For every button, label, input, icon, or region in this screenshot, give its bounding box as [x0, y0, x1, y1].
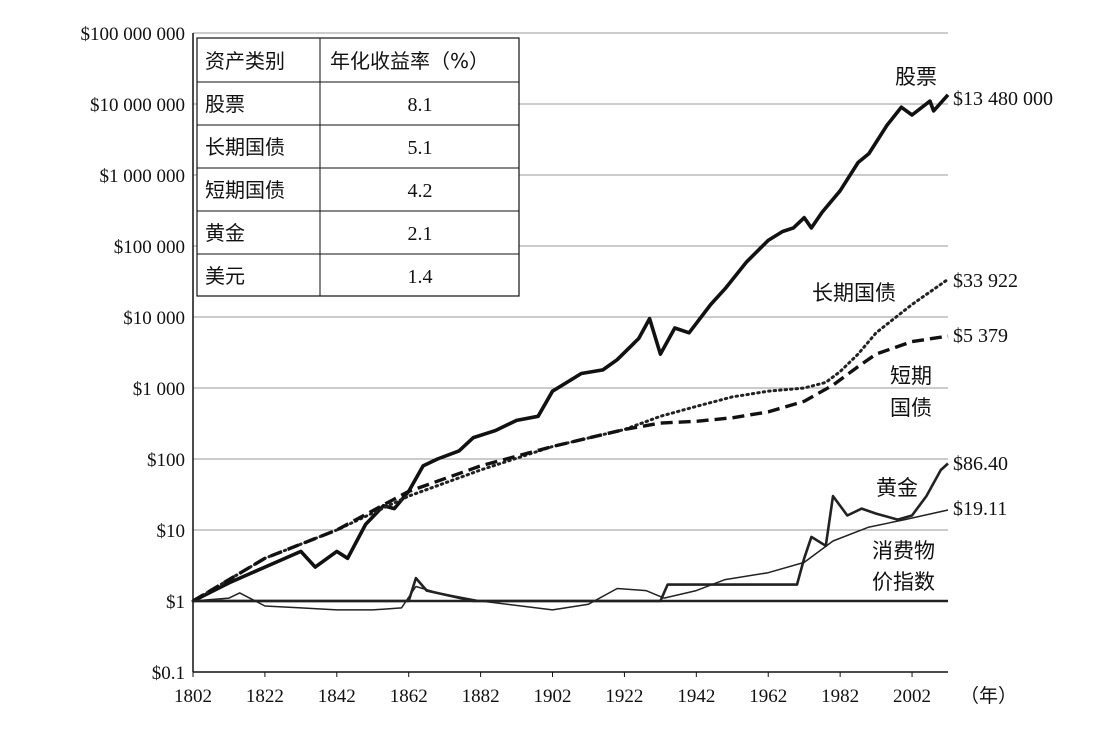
series-line-5: [192, 509, 949, 611]
endval-cpi: $19.11: [953, 498, 1007, 520]
table-cell: 股票: [205, 92, 245, 116]
return-table: 资产类别 年化收益率（%） 股票 8.1 长期国债 5.1 短期国债 4.2 黄…: [196, 37, 520, 297]
x-tick-label: 1802: [174, 686, 212, 707]
y-tick-label: $0.1: [152, 663, 185, 684]
y-tick-label: $10: [157, 521, 186, 542]
label-bonds: 长期国债: [812, 281, 896, 305]
label-bills-1: 短期: [890, 364, 932, 388]
y-tick-label: $10 000: [123, 308, 185, 329]
table-cell: 8.1: [408, 94, 433, 116]
x-unit-label: （年）: [960, 685, 1017, 707]
x-tick-label: 1902: [534, 686, 572, 707]
label-bills-2: 国债: [890, 396, 932, 420]
series-line-2: [192, 334, 949, 603]
table-cell: 5.1: [408, 137, 433, 159]
endval-gold: $86.40: [953, 453, 1008, 475]
table-cell: 2.1: [408, 223, 433, 245]
label-cpi-1: 消费物: [872, 539, 935, 563]
series-line-1: [191, 277, 950, 603]
x-tick-label: 1882: [462, 686, 500, 707]
endval-bills: $5 379: [953, 325, 1008, 347]
table-cell: 美元: [205, 264, 245, 288]
axes: [192, 33, 948, 673]
endval-stocks: $13 480 000: [953, 88, 1053, 110]
y-tick-label: $100 000 000: [81, 24, 186, 45]
label-stocks: 股票: [895, 65, 937, 89]
x-tick-label: 1942: [677, 686, 715, 707]
x-tick-label: 1822: [246, 686, 284, 707]
y-tick-label: $1: [166, 592, 185, 613]
x-tick-label: 1862: [390, 686, 428, 707]
y-tick-label: $100: [147, 450, 185, 471]
label-cpi-2: 价指数: [872, 570, 935, 594]
series-lines: [191, 93, 950, 611]
x-tick-label: 1982: [821, 686, 859, 707]
x-tick-labels: 1802 1822 1842 1862 1882 1902 1922 1942 1962 1982…: [174, 672, 931, 707]
y-tick-label: $1 000 000: [100, 166, 186, 187]
table-header-return: 年化收益率（%）: [330, 49, 489, 73]
series-line-0: [192, 93, 950, 603]
x-tick-label: 1962: [749, 686, 787, 707]
x-tick-label: 1922: [605, 686, 643, 707]
endval-bonds: $33 922: [953, 270, 1018, 292]
table-cell: 黄金: [205, 221, 245, 245]
table-cell: 4.2: [408, 180, 433, 202]
table-cell: 1.4: [408, 266, 433, 288]
y-tick-labels: $100 000 000 $10 000 000 $1 000 000 $100 00…: [81, 24, 186, 684]
y-tick-label: $1 000: [133, 379, 185, 400]
y-tick-label: $10 000 000: [90, 95, 185, 116]
x-tick-label: 2002: [893, 686, 931, 707]
table-cell: 长期国债: [205, 135, 285, 159]
label-gold: 黄金: [876, 476, 918, 500]
y-tick-label: $100 000: [114, 237, 185, 258]
series-line-3: [193, 462, 949, 603]
x-tick-label: 1842: [318, 686, 356, 707]
table-cell: 短期国债: [205, 178, 285, 202]
table-frame: [196, 37, 520, 297]
table-header-category: 资产类别: [205, 49, 285, 73]
